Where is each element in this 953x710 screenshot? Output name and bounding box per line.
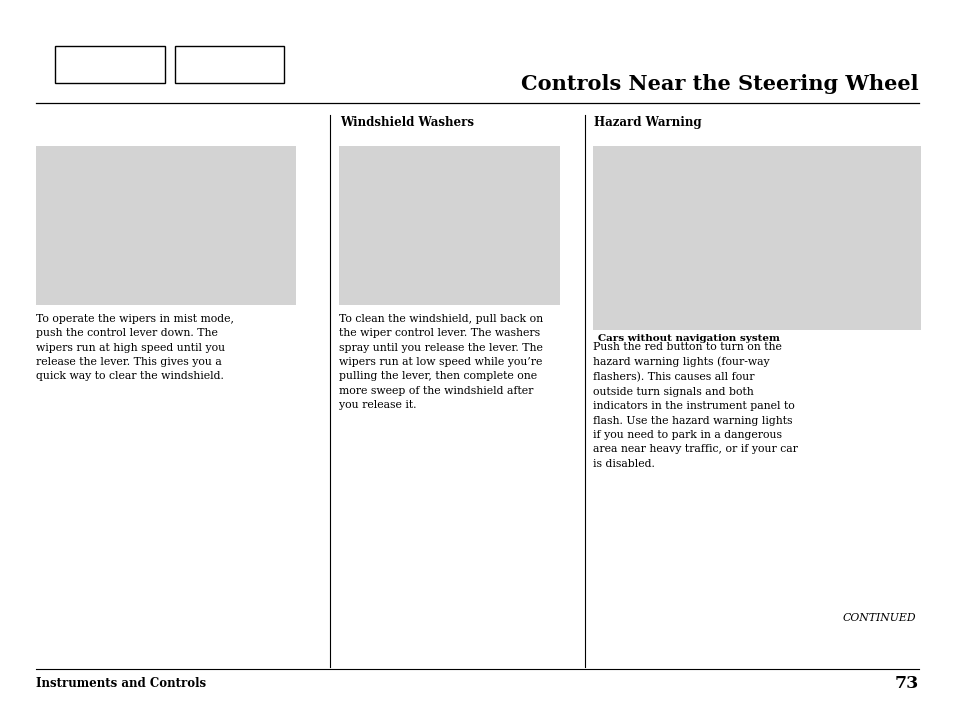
Text: 73: 73 [894, 674, 918, 692]
Text: Instruments and Controls: Instruments and Controls [36, 677, 206, 689]
Bar [55, 46, 165, 83]
Text: Cars without navigation system: Cars without navigation system [598, 334, 780, 343]
Text: Push the red button to turn on the
hazard warning lights (four-way
flashers). Th: Push the red button to turn on the hazar… [593, 342, 798, 469]
Text: To clean the windshield, pull back on
the wiper control lever. The washers
spray: To clean the windshield, pull back on th… [338, 314, 542, 410]
Bar [338, 146, 559, 305]
Bar [174, 46, 284, 83]
Text: Controls Near the Steering Wheel: Controls Near the Steering Wheel [520, 74, 918, 94]
Bar [593, 146, 920, 330]
Text: Windshield Washers: Windshield Washers [339, 116, 473, 129]
Text: CONTINUED: CONTINUED [841, 613, 915, 623]
Text: To operate the wipers in mist mode,
push the control lever down. The
wipers run : To operate the wipers in mist mode, push… [36, 314, 234, 381]
Text: Hazard Warning: Hazard Warning [594, 116, 701, 129]
Bar [36, 146, 295, 305]
